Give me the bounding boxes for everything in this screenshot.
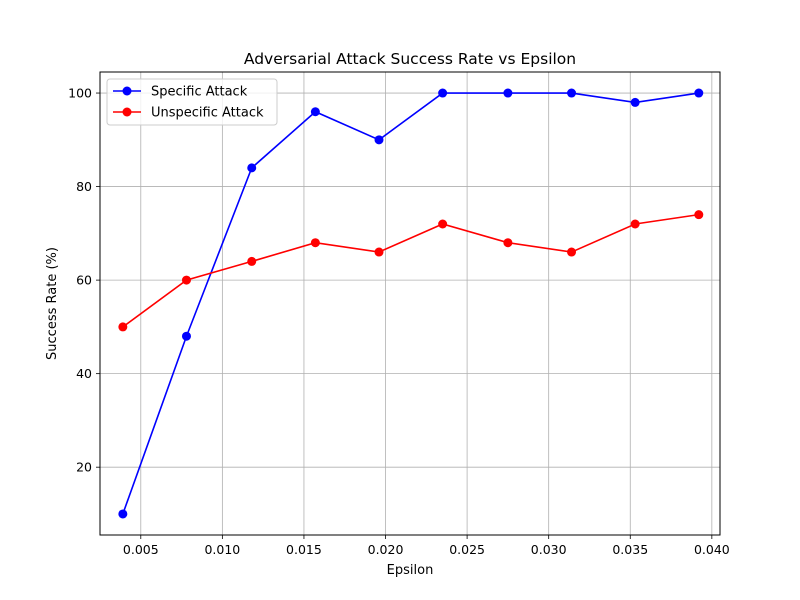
data-point-unspecific-attack [118,322,128,332]
data-point-specific-attack [181,331,191,341]
grid-lines [100,72,720,535]
legend-marker-specific-attack [122,86,132,96]
x-tick-label: 0.030 [531,542,567,557]
data-point-specific-attack [567,88,577,98]
data-point-unspecific-attack [181,275,191,285]
data-point-specific-attack [374,135,384,145]
data-point-unspecific-attack [694,210,704,220]
data-point-specific-attack [310,107,320,117]
series-line-unspecific-attack [122,213,699,328]
data-point-specific-attack [694,88,704,98]
series-line-specific-attack [122,92,699,515]
legend-marker-unspecific-attack [122,107,132,117]
x-tick-label: 0.015 [286,542,322,557]
legend-label-unspecific-attack: Unspecific Attack [151,106,264,121]
x-tick-label: 0.035 [612,542,648,557]
data-point-unspecific-attack [438,219,448,229]
series-layer [118,88,704,519]
data-point-specific-attack [247,163,257,173]
y-axis-ticks: 20 40 60 80 100 [68,86,100,475]
x-tick-label: 0.020 [368,542,404,557]
legend-box [106,78,278,126]
x-tick-label: 0.010 [204,542,240,557]
data-point-specific-attack [118,509,128,519]
data-point-unspecific-attack [503,238,513,248]
data-point-unspecific-attack [630,219,640,229]
data-point-specific-attack [630,97,640,107]
y-tick-label: 40 [76,366,92,381]
legend-label-specific-attack: Specific Attack [151,85,248,100]
data-point-unspecific-attack [567,247,577,257]
data-point-specific-attack [438,88,448,98]
y-tick-label: 100 [68,86,92,101]
chart-title: Adversarial Attack Success Rate vs Epsil… [244,50,576,68]
plot-area-frame [99,71,721,536]
x-tick-label: 0.005 [123,542,159,557]
data-point-unspecific-attack [310,238,320,248]
data-point-unspecific-attack [247,256,257,266]
x-axis-ticks: 0.005 0.010 0.015 0.020 0.025 0.030 0.035 0.040 [123,535,730,557]
y-tick-label: 60 [76,273,92,288]
data-point-unspecific-attack [374,247,384,257]
data-point-specific-attack [503,88,513,98]
x-axis-label: Epsilon [387,563,434,578]
y-tick-label: 20 [76,460,92,475]
x-tick-label: 0.025 [449,542,485,557]
y-axis-label: Success Rate (%) [45,247,60,360]
legend: Specific Attack Unspecific Attack [106,78,278,126]
x-tick-label: 0.040 [694,542,730,557]
y-tick-label: 80 [76,179,92,194]
